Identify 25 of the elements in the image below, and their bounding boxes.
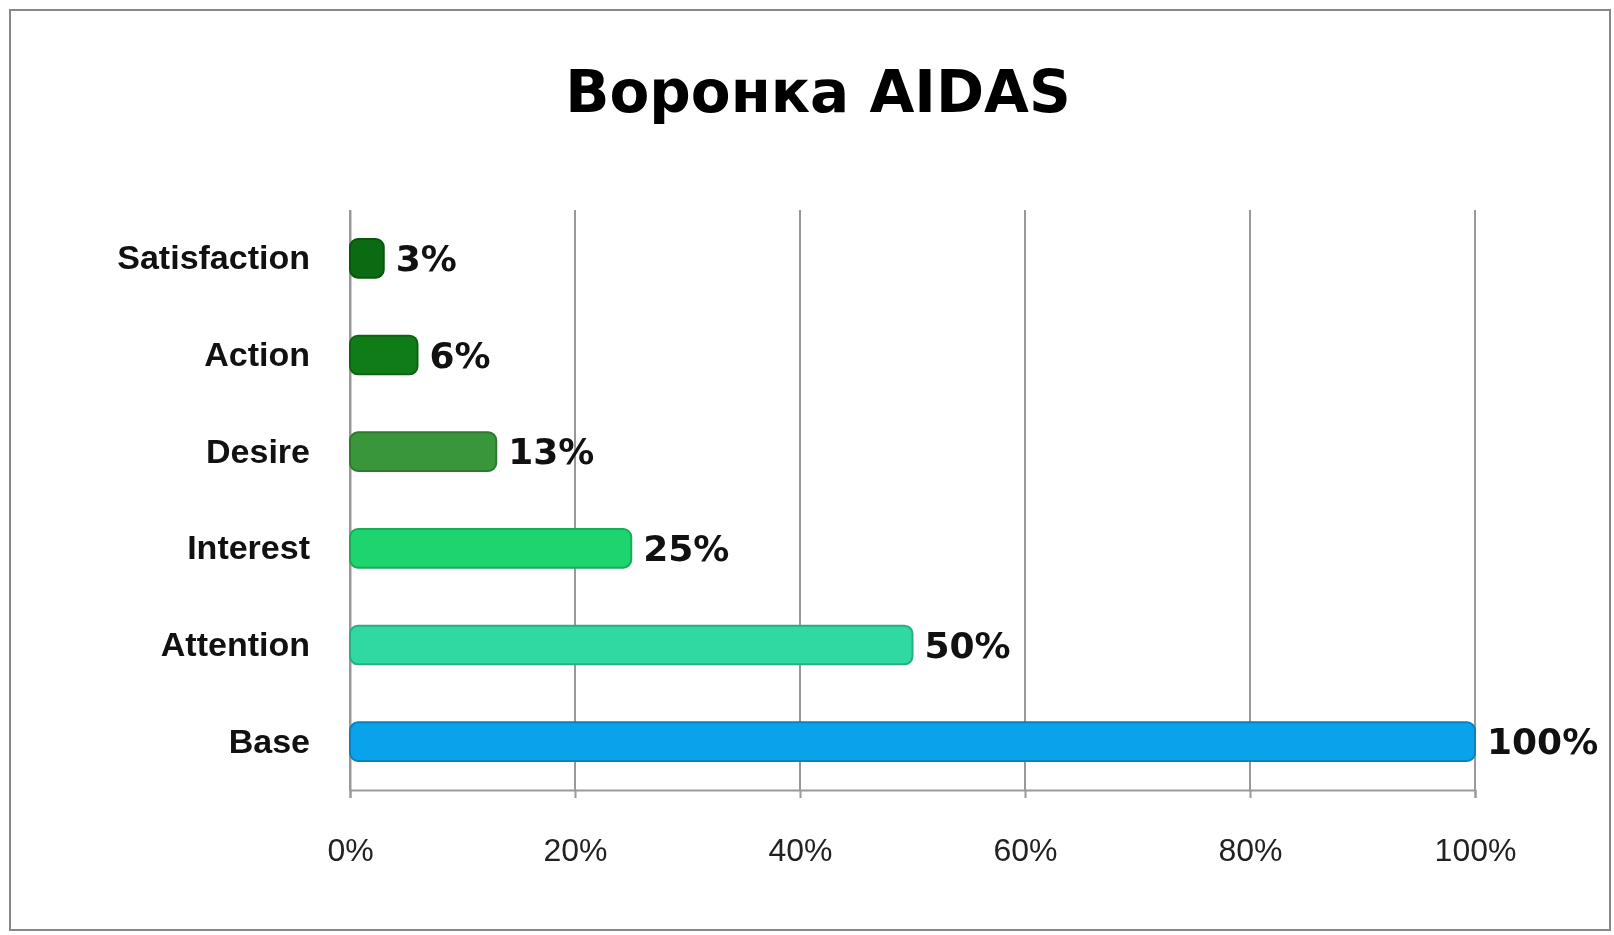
data-label: 6% — [429, 334, 491, 376]
y-tick-label: Satisfaction — [117, 238, 310, 277]
data-label: 100% — [1487, 721, 1599, 763]
y-tick-label: Action — [204, 334, 310, 373]
y-tick-label: Interest — [187, 528, 310, 567]
y-tick-label: Desire — [206, 431, 310, 470]
data-label: 3% — [395, 237, 457, 279]
x-tick-label: 40% — [768, 831, 833, 868]
bar — [349, 334, 419, 376]
data-label: 50% — [924, 624, 1011, 666]
bar — [349, 431, 498, 472]
x-tick-label: 100% — [1434, 831, 1517, 868]
bar — [349, 721, 1476, 762]
x-tick-label: 60% — [993, 831, 1058, 868]
x-tick-label: 20% — [543, 831, 608, 868]
bar — [349, 624, 914, 666]
y-tick-label: Base — [228, 721, 310, 760]
chart-title: Воронка AIDAS — [565, 58, 1071, 126]
data-label: 13% — [508, 431, 595, 473]
x-tick-label: 80% — [1218, 831, 1283, 868]
data-label: 25% — [643, 527, 730, 569]
bar — [349, 528, 633, 569]
bar — [349, 238, 385, 279]
y-tick-label: Attention — [160, 624, 310, 663]
x-tick-label: 0% — [327, 831, 374, 868]
